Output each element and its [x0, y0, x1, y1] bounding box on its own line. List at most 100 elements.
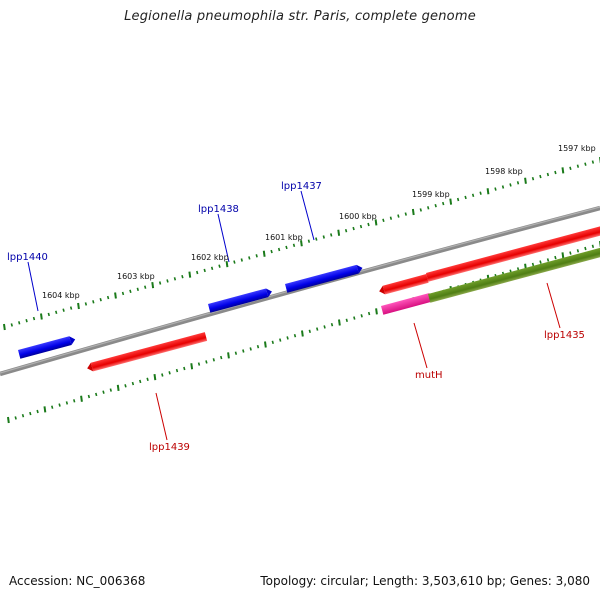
outer-tick	[151, 281, 155, 289]
outer-tick	[69, 306, 73, 310]
outer-tick	[240, 258, 243, 262]
outer-tick	[411, 208, 415, 216]
outer-tick	[434, 203, 437, 208]
outer-tick	[479, 191, 482, 195]
inner-tick	[14, 416, 17, 420]
outer-tick	[442, 201, 445, 206]
outer-tick	[225, 260, 229, 268]
outer-tick	[173, 277, 177, 281]
outer-tick	[389, 216, 393, 220]
label-lpp1440: lpp1440	[7, 252, 48, 263]
outer-tick	[315, 237, 318, 241]
outer-tick	[427, 206, 430, 210]
gene-lpp1439[interactable]	[86, 332, 208, 373]
outer-tick	[486, 188, 490, 195]
genome-summary-text: Topology: circular; Length: 3,503,610 bp…	[260, 574, 590, 588]
gene-lpp1440[interactable]	[18, 335, 76, 359]
outer-tick	[397, 214, 400, 218]
gene-mutH[interactable]	[381, 293, 432, 315]
outer-tick	[181, 274, 184, 279]
inner-tick	[212, 358, 215, 362]
inner-tick	[264, 341, 267, 348]
gene-lpp1435[interactable]	[428, 244, 600, 303]
label-lpp1437: lpp1437	[281, 181, 322, 192]
outer-tick	[352, 226, 355, 231]
inner-tick	[131, 381, 135, 386]
outer-tick	[47, 312, 50, 317]
outer-tick	[136, 287, 139, 292]
inner-tick	[153, 373, 157, 381]
inner-tick	[316, 327, 319, 331]
map-title: Legionella pneumophila str. Paris, compl…	[124, 9, 476, 24]
label-lpp1438: lpp1438	[198, 204, 239, 215]
label-mutH: mutH	[415, 370, 443, 381]
gene-lpp1437[interactable]	[285, 264, 364, 293]
gene-lpp1438[interactable]	[208, 287, 273, 313]
inner-tick	[367, 311, 371, 316]
outer-tick	[144, 285, 147, 289]
outer-tick	[203, 268, 206, 273]
outer-tick	[218, 264, 221, 268]
outer-tick	[509, 183, 512, 187]
inner-tick	[249, 347, 252, 351]
outer-tick	[255, 254, 258, 258]
outer-tick	[591, 160, 595, 164]
outer-tick	[516, 181, 520, 185]
inner-tick	[234, 351, 238, 355]
gene-red-large[interactable]	[426, 223, 600, 282]
inner-tick	[220, 355, 223, 360]
outer-tick	[531, 176, 535, 181]
inner-tick	[554, 255, 557, 260]
outer-tick	[62, 308, 65, 312]
inner-tick	[65, 401, 69, 405]
outer-tick	[285, 245, 288, 250]
inner-tick	[43, 406, 47, 413]
inner-tick	[205, 360, 208, 364]
outer-tick	[569, 166, 572, 171]
outer-tick	[84, 302, 88, 306]
scale-label-1604: 1604 kbp	[42, 291, 80, 300]
outer-tick	[307, 239, 311, 243]
inner-tick	[584, 246, 587, 251]
inner-tick	[139, 379, 142, 384]
outer-tick	[374, 219, 378, 226]
outer-tick	[40, 313, 43, 320]
inner-tick	[279, 338, 282, 342]
outer-tick	[92, 300, 95, 304]
outer-tick	[382, 218, 385, 223]
scale-label-1603: 1603 kbp	[117, 272, 155, 281]
inner-tick	[21, 413, 25, 418]
outer-tick	[55, 310, 58, 315]
outer-tick	[262, 250, 266, 257]
outer-tick	[106, 295, 110, 300]
inner-tick	[242, 349, 245, 353]
inner-tick	[271, 340, 274, 345]
outer-tick	[367, 222, 370, 227]
inner-tick	[29, 411, 32, 416]
inner-tick	[36, 409, 39, 414]
outer-tick	[546, 172, 550, 177]
outer-tick	[464, 195, 467, 200]
outer-tick	[322, 235, 325, 239]
outer-tick	[121, 291, 125, 296]
outer-tick	[129, 289, 132, 294]
inner-tick	[80, 395, 83, 402]
outer-tick	[292, 243, 296, 248]
inner-tick	[301, 330, 304, 337]
outer-tick	[456, 197, 460, 202]
outer-tick-track	[3, 157, 600, 331]
gene-red-small[interactable]	[378, 274, 429, 296]
outer-tick	[196, 270, 199, 275]
inner-tick	[286, 336, 289, 340]
outer-tick	[77, 302, 80, 310]
outer-tick	[419, 208, 422, 212]
outer-tick	[471, 193, 475, 198]
inner-tick	[338, 319, 341, 326]
outer-tick	[166, 279, 169, 283]
outer-tick	[300, 240, 303, 247]
inner-tick	[183, 366, 186, 371]
inner-tick	[531, 262, 535, 267]
outer-tick	[330, 233, 333, 237]
inner-tick	[73, 399, 76, 403]
outer-tick	[576, 164, 580, 168]
